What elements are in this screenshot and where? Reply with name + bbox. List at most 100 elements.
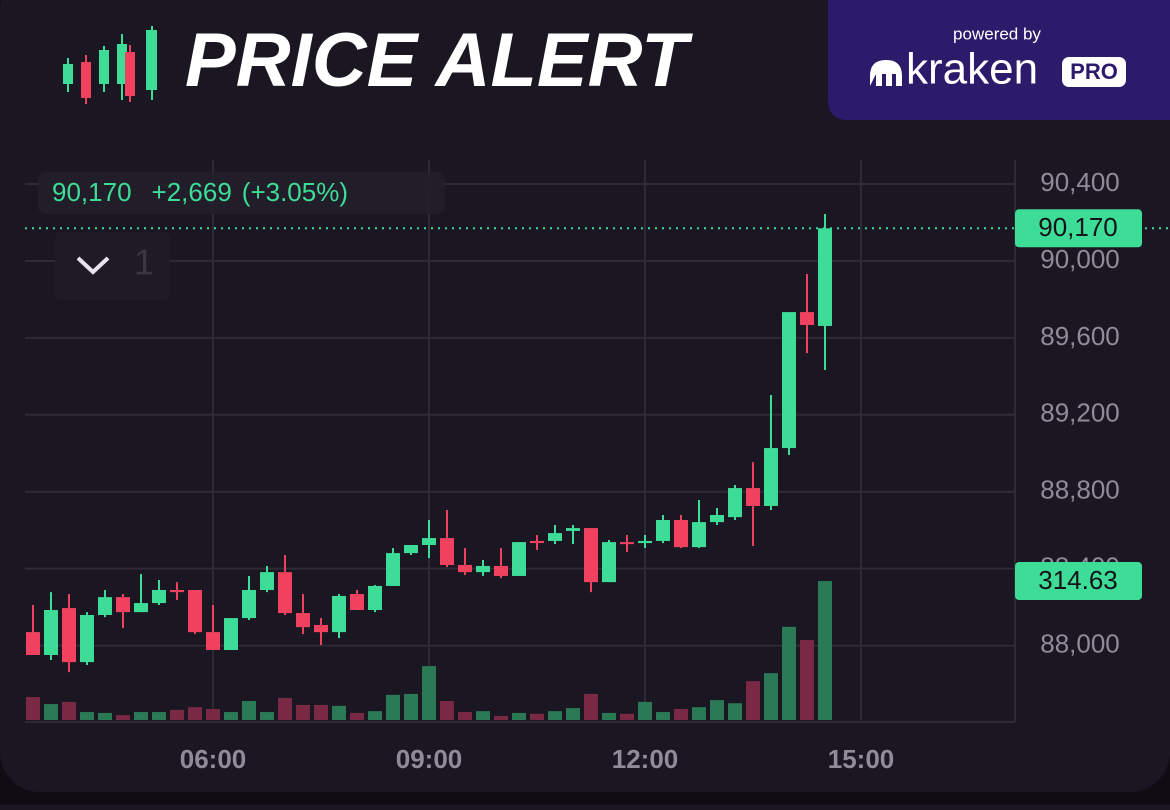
chevron — [76, 256, 110, 275]
volume-bar — [781, 626, 796, 720]
powered-by: powered by — [953, 24, 1041, 43]
volume-bar — [169, 709, 184, 720]
volume-bar — [187, 707, 202, 720]
candle-body — [277, 572, 292, 614]
title: PRICE ALERT — [185, 18, 693, 103]
volume-bar — [97, 712, 112, 720]
candle-body — [25, 632, 40, 655]
interval-box — [55, 232, 170, 300]
candle-body — [151, 590, 166, 604]
volume-bar — [529, 713, 544, 720]
candle-body — [205, 632, 220, 650]
volume-bar — [403, 693, 418, 720]
y-tick-label: 88,800 — [1040, 475, 1120, 505]
candle-body — [169, 590, 184, 593]
candle-body — [403, 545, 418, 554]
volume-bar — [691, 707, 706, 720]
volume-bar — [277, 697, 292, 720]
volume-bar — [61, 701, 76, 720]
legend-change: +2,669 — [152, 177, 232, 207]
volume-bar — [727, 703, 742, 720]
candle-body — [421, 538, 436, 545]
candle-body — [241, 590, 256, 619]
volume-bar — [205, 708, 220, 720]
legend: 90,170 +2,669 (+3.05%) — [52, 177, 348, 207]
pro-badge — [1062, 57, 1126, 87]
candle-body — [61, 608, 76, 663]
candle-body — [295, 613, 310, 628]
volume-bar — [547, 711, 562, 720]
pro-text: PRO — [1070, 59, 1118, 84]
legend-box — [38, 172, 445, 214]
volume-bar — [331, 705, 346, 720]
candle-body — [565, 528, 580, 531]
badges: 90,170 314.63 — [1015, 209, 1142, 601]
volume-bar — [475, 711, 490, 720]
logo-icon — [63, 26, 157, 104]
volume-bar — [601, 712, 616, 720]
candle-body — [691, 522, 706, 548]
marks — [25, 214, 1170, 720]
candle-body — [439, 538, 454, 565]
candle-body — [781, 312, 796, 449]
candle-body — [637, 540, 652, 544]
volume-bar — [637, 701, 652, 720]
volume-bar — [511, 712, 526, 720]
x-tick-label: 09:00 — [396, 744, 463, 774]
interval: 1 — [134, 242, 154, 283]
candle-body — [709, 515, 724, 523]
volume-bar — [493, 716, 508, 720]
volume-bar — [817, 581, 832, 720]
y-tick-label: 89,600 — [1040, 321, 1120, 351]
candle-body — [367, 585, 382, 610]
candle-body — [115, 597, 130, 613]
volume-bar — [583, 693, 598, 720]
y-tick-label: 90,000 — [1040, 244, 1120, 274]
candle-body — [799, 312, 814, 325]
candle-body — [727, 488, 742, 518]
volume-bar — [43, 704, 58, 720]
candle-body — [493, 565, 508, 576]
x-tick-label: 15:00 — [828, 744, 895, 774]
candle-body — [583, 528, 598, 583]
volume-bar — [241, 701, 256, 720]
volume-bar — [259, 712, 274, 720]
candle-body — [259, 572, 274, 590]
price-badge — [1015, 209, 1142, 248]
volume-bar — [421, 666, 436, 720]
volume-bar — [745, 681, 760, 720]
volume-bar — [223, 712, 238, 720]
candle-body — [385, 553, 400, 586]
brand-box — [828, 0, 1170, 120]
volume-bar — [565, 708, 580, 720]
volume-badge-label: 314.63 — [1038, 565, 1118, 595]
x-tick-label: 06:00 — [180, 744, 247, 774]
volume-bar — [763, 673, 778, 720]
volume-bar — [25, 697, 40, 720]
candle-body — [331, 595, 346, 633]
candle-body — [133, 603, 148, 613]
volume-bar — [439, 701, 454, 720]
candle-body — [457, 565, 472, 573]
candle-body — [511, 542, 526, 576]
volume-bar — [673, 708, 688, 720]
candle-body — [673, 520, 688, 548]
volume-bar — [385, 694, 400, 720]
candle-body — [655, 520, 670, 541]
candle-body — [763, 448, 778, 506]
price-badge-label: 90,170 — [1038, 212, 1118, 242]
volume-bar — [349, 712, 364, 720]
candle-body — [547, 533, 562, 541]
candle-body — [817, 228, 832, 326]
candle-body — [187, 590, 202, 633]
candle-body — [349, 594, 364, 610]
candle-body — [43, 610, 58, 655]
volume-bar — [79, 712, 94, 720]
candle-body — [79, 615, 94, 663]
y-tick-label: 90,400 — [1040, 167, 1120, 197]
volume-badge — [1015, 562, 1142, 601]
volume-bar — [367, 711, 382, 720]
volume-bar — [295, 704, 310, 720]
candle-body — [745, 488, 760, 506]
volume-bar — [457, 712, 472, 720]
